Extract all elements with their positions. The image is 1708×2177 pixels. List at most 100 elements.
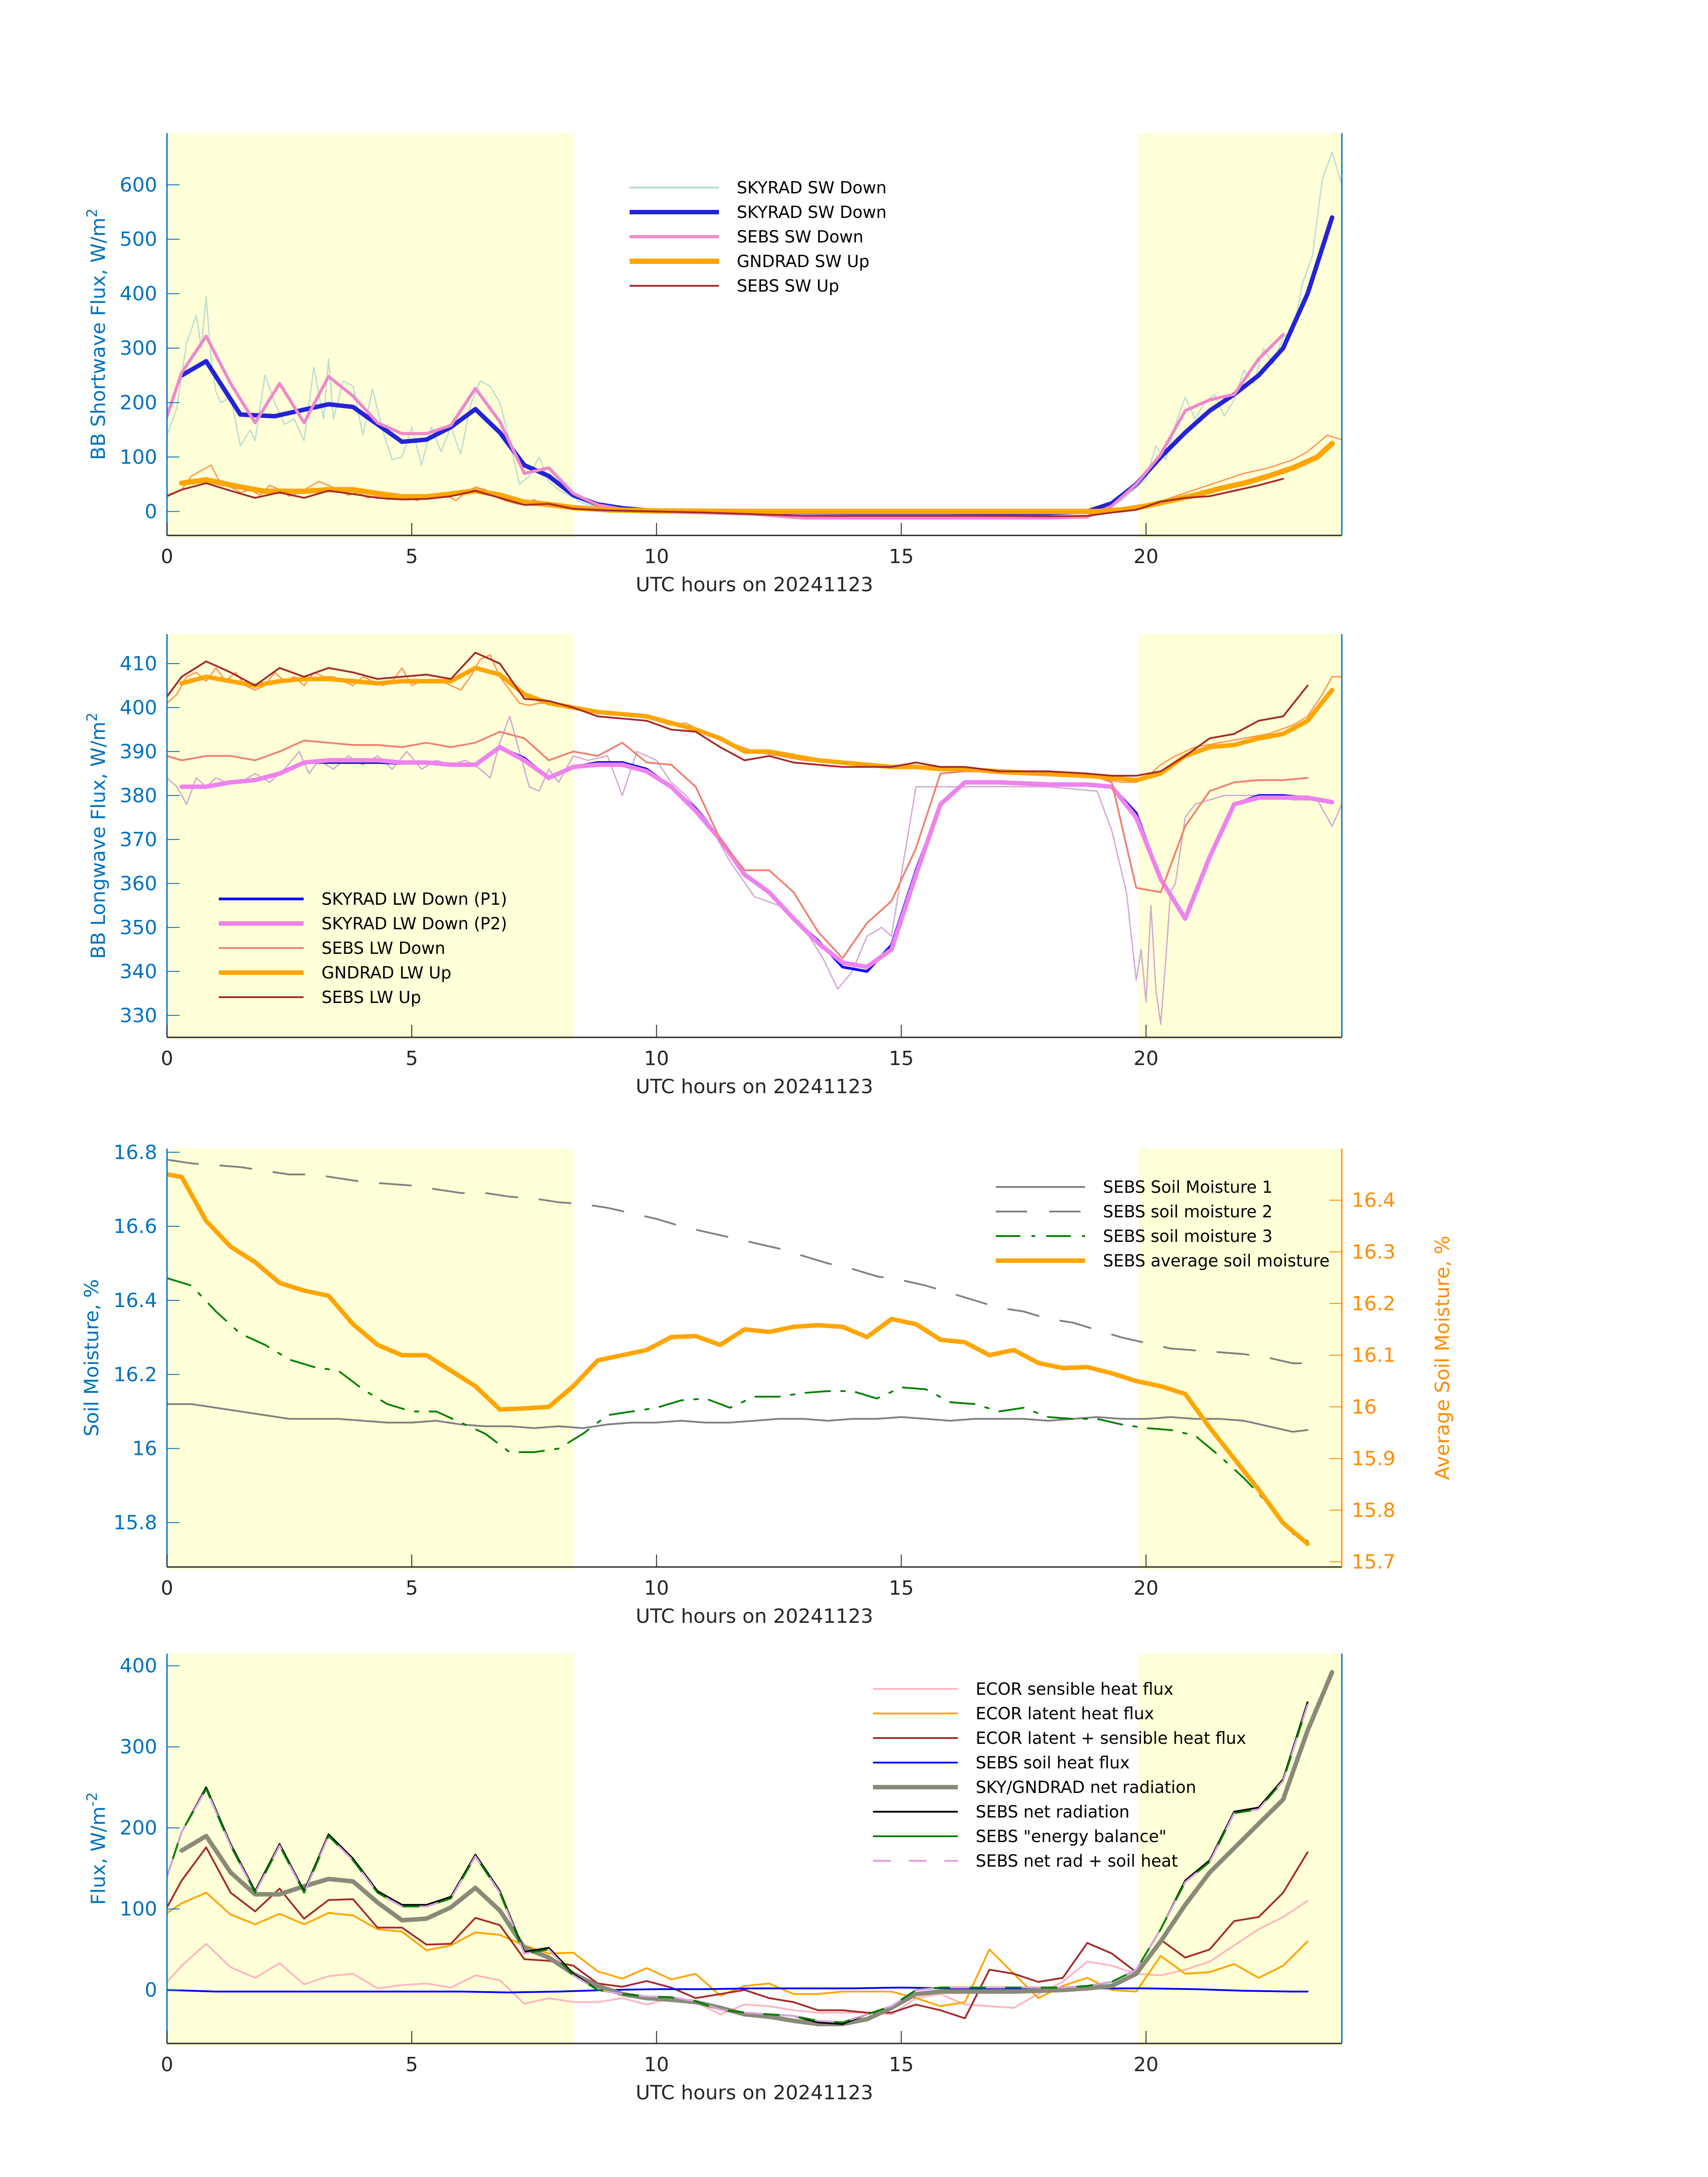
y2-tick-label: 15.7	[1352, 1550, 1395, 1573]
legend-entry: SEBS soil moisture 2	[1103, 1202, 1273, 1221]
legend-entry: SEBS net radiation	[976, 1802, 1130, 1822]
y-axis-label: Flux, W/m-2	[84, 1792, 110, 1905]
legend-entry: SEBS soil moisture 3	[1103, 1227, 1273, 1246]
x-tick-label: 0	[161, 2053, 173, 2076]
series-sebs-soil-moisture-2	[167, 1158, 1309, 1364]
y2-tick-label: 15.9	[1352, 1447, 1395, 1470]
legend: ECOR sensible heat flux ECOR latent heat …	[873, 1680, 1246, 1871]
x-tick-label: 10	[644, 545, 669, 568]
series-ecor-latent-heat-flux	[167, 1892, 1309, 2007]
x-tick-label: 5	[405, 1047, 418, 1070]
legend-entry: SEBS soil heat flux	[976, 1753, 1130, 1772]
y-tick-label: 330	[120, 1004, 157, 1027]
y2-tick-label: 16.2	[1352, 1292, 1395, 1315]
y-axis-label: BB Longwave Flux, W/m2	[84, 713, 110, 959]
x-tick-label: 20	[1134, 1047, 1159, 1070]
x-axis-label: UTC hours on 20241123	[636, 1605, 873, 1628]
plot-area	[167, 1158, 1310, 1546]
legend-entry: ECOR sensible heat flux	[976, 1680, 1173, 1699]
y-tick-label: 200	[120, 392, 157, 414]
y-tick-label: 0	[145, 500, 157, 523]
series-ecor-latent-sensible-heat-flux	[167, 1846, 1309, 2019]
x-tick-label: 20	[1134, 2053, 1159, 2076]
y-axis-label-superscript: 2	[84, 713, 100, 722]
y-axis-label: BB Shortwave Flux, W/m2	[84, 209, 110, 460]
shaded-range	[167, 1149, 573, 1570]
series-sebs-soil-moisture-1	[167, 1403, 1309, 1433]
x-tick-label: 20	[1134, 545, 1159, 568]
y-tick-label: 500	[120, 228, 157, 251]
x-tick-label: 10	[644, 2053, 669, 2076]
y-tick-label: 16.8	[113, 1141, 157, 1164]
legend-entry: SEBS LW Down	[322, 939, 445, 958]
x-tick-label: 20	[1134, 1577, 1159, 1600]
series-skyrad-lw-down-p2-	[179, 745, 1335, 969]
x-tick-label: 10	[644, 1047, 669, 1070]
panel-2: 330 340 350 360 370 380 390 400 410 0 5 10 15 20 UTC h…	[84, 634, 1343, 1098]
x-axis-label: UTC hours on 20241123	[636, 2081, 873, 2104]
y-tick-label: 200	[120, 1817, 157, 1839]
x-tick-label: 5	[405, 545, 418, 568]
legend-entry: ECOR latent heat flux	[976, 1704, 1154, 1723]
y-tick-label: 390	[120, 740, 157, 763]
shaded-range	[167, 1654, 573, 2046]
y-tick-label: 600	[120, 174, 157, 196]
y-tick-label: 380	[120, 784, 157, 807]
series-sebs-lw-down	[167, 731, 1309, 959]
y-axis-label-superscript: -2	[84, 1792, 100, 1806]
series-sky-gndrad-net-radiation	[179, 1670, 1335, 2027]
y-axis-label-superscript: 2	[84, 209, 100, 217]
x-tick-label: 5	[405, 1577, 418, 1600]
y-tick-label: 300	[120, 337, 157, 360]
series-sebs-net-rad-soil-heat	[167, 1704, 1309, 2023]
y-axis-label-text: BB Longwave Flux, W/m	[87, 722, 110, 959]
y-axis-label-text: BB Shortwave Flux, W/m	[87, 217, 110, 460]
panel-4: 0 100 200 300 400 0 5 10 15 20 UTC hours on 202411…	[84, 1654, 1343, 2104]
legend-entry: SKY/GNDRAD net radiation	[976, 1778, 1196, 1797]
legend-entry: SKYRAD LW Down (P1)	[322, 890, 507, 909]
shaded-range	[1139, 1149, 1342, 1570]
y2-tick-label: 15.8	[1352, 1499, 1395, 1522]
y-tick-label: 340	[120, 960, 157, 983]
y-tick-label: 100	[120, 446, 157, 468]
legend: SEBS Soil Moisture 1 SEBS soil moisture 2…	[996, 1178, 1330, 1270]
plot-area	[167, 151, 1342, 520]
y-tick-label: 300	[120, 1736, 157, 1759]
legend-entry: SEBS SW Up	[737, 276, 839, 296]
series-sebs-sw-down	[167, 333, 1285, 520]
y-tick-label: 360	[120, 872, 157, 895]
y-tick-label: 16.2	[113, 1363, 157, 1386]
x-tick-label: 15	[889, 1047, 914, 1070]
legend-entry: SEBS LW Up	[322, 988, 421, 1007]
x-tick-label: 0	[161, 545, 173, 568]
legend-entry: SKYRAD SW Down	[737, 203, 886, 222]
shaded-range	[167, 133, 573, 538]
y-tick-label: 16.4	[113, 1289, 157, 1312]
legend-entry: SEBS "energy balance"	[976, 1827, 1166, 1846]
x-tick-label: 5	[405, 2053, 418, 2076]
y-axis-label-text: Soil Moisture, %	[80, 1279, 103, 1436]
panel-3: 15.8 16 16.2 16.4 16.6 16.8 15.7 15.8 15.9 16 16.1…	[80, 1141, 1454, 1628]
x-axis-label: UTC hours on 20241123	[636, 573, 873, 596]
legend-entry: SKYRAD SW Down	[737, 178, 886, 197]
y2-tick-label: 16.1	[1352, 1344, 1395, 1367]
legend-entry: SEBS SW Down	[737, 227, 864, 247]
series-sebs-soil-moisture-3	[167, 1277, 1309, 1542]
y-tick-label: 100	[120, 1898, 157, 1921]
series-sebs-soil-heat-flux	[167, 1986, 1309, 1993]
y2-tick-label: 16.3	[1352, 1241, 1395, 1263]
y-tick-label: 16	[132, 1437, 157, 1460]
y2-axis-label: Average Soil Moisture, %	[1431, 1236, 1454, 1480]
y-tick-label: 400	[120, 283, 157, 305]
legend: SKYRAD LW Down (P1) SKYRAD LW Down (P2) SE…	[219, 890, 507, 1007]
y-tick-label: 400	[120, 696, 157, 719]
y-tick-label: 15.8	[113, 1511, 157, 1534]
panel-1: 0 100 200 300 400 500 600 0 5 10 15 20 UTC hours on …	[84, 133, 1343, 596]
y2-tick-label: 16	[1352, 1396, 1377, 1418]
y-axis-label: Soil Moisture, %	[80, 1279, 103, 1436]
legend-entry: SEBS net rad + soil heat	[976, 1851, 1178, 1871]
legend-entry: GNDRAD LW Up	[322, 963, 451, 982]
y-tick-label: 350	[120, 916, 157, 939]
shaded-range	[1139, 1654, 1342, 2046]
